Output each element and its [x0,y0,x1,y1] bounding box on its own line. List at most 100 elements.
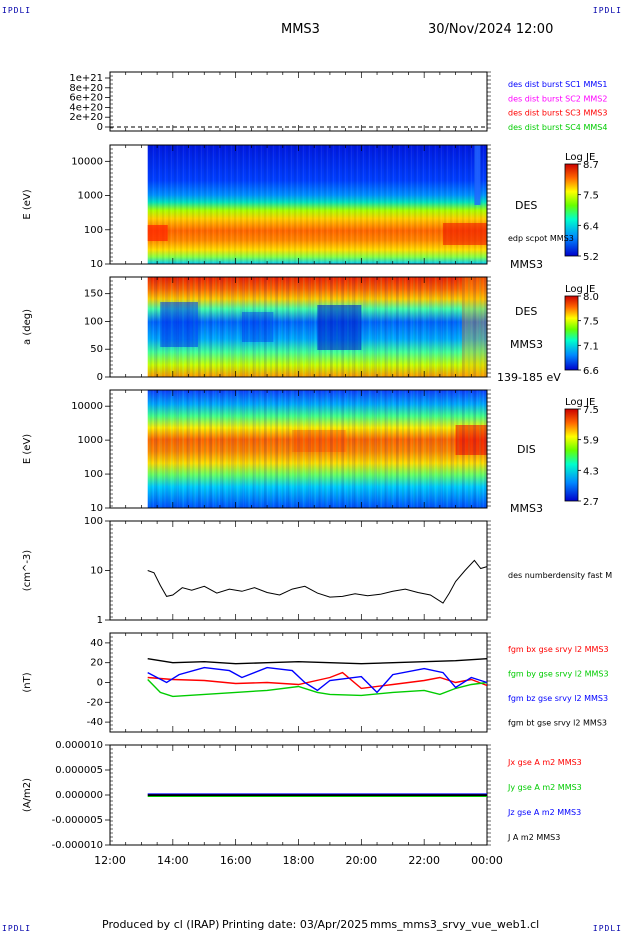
y-tick-label: 0 [97,122,103,133]
x-tick-label: 12:00 [94,854,126,867]
y-tick-label: 1 [97,615,103,626]
footer-producer: Produced by cl (IRAP) [102,918,220,931]
y-tick-label: 1e+21 [69,73,103,84]
spectrogram-feature [474,145,481,205]
corner-label-bottom-right: IPDLI [592,924,622,933]
legend-entry: des dist burst SC1 MMS1 [508,80,607,89]
datetime-title: 30/Nov/2024 12:00 [428,22,554,37]
x-tick-label: 14:00 [157,854,189,867]
fgm-series-line [147,666,488,694]
y-tick-label: 100 [84,316,103,327]
y-axis-label-6: (A/m2) [22,778,33,812]
legend-entry: des dist burst SC4 MMS4 [508,123,607,132]
panel-label-dis: DIS [517,443,536,456]
y-axis-label-3: E (eV) [22,434,33,464]
y-tick-label: 6e+20 [69,93,103,104]
y-tick-label: 10000 [71,156,103,167]
corner-label-top-right: IPDLI [592,6,622,15]
panel-label-mms3: MMS3 [510,258,543,271]
y-tick-label: 10 [90,566,103,577]
y-tick-label: 0.000000 [55,790,103,801]
colorbar-title: Log JE [565,284,595,295]
y-tick-label: 100 [84,225,103,236]
colorbar-1 [564,163,579,257]
y-tick-label: 100 [84,469,103,480]
fgm-series-line [147,679,488,698]
colorbar-tick-label: 7.1 [583,341,599,352]
spectrogram-texture [147,390,487,508]
legend-entry: fgm by gse srvy l2 MMS3 [508,670,609,679]
y-tick-label: -20 [87,697,103,708]
panel-label-energy-range: 139-185 eV [497,371,561,384]
footer-filename: mms_mms3_srvy_vue_web1.cl [370,918,540,931]
y-tick-label: -0.000005 [52,815,103,826]
x-tick-label: 22:00 [408,854,440,867]
spacecraft-title: MMS3 [281,22,320,37]
y-tick-label: 1000 [78,435,103,446]
legend-entry: Jy gse A m2 MMS3 [507,783,582,792]
y-tick-label: 40 [90,638,103,649]
x-tick-label: 18:00 [283,854,315,867]
y-tick-label: 1000 [78,191,103,202]
x-tick-label: 00:00 [471,854,503,867]
colorbar-tick-label: 6.6 [583,366,599,377]
legend-entry: fgm bt gse srvy l2 MMS3 [508,719,607,728]
y-tick-label: 0.000010 [55,740,103,751]
colorbar-tick-label: 7.5 [583,191,599,202]
y-tick-label: 8e+20 [69,83,103,94]
colorbar-tick-label: 2.7 [583,497,599,508]
y-tick-label: 10000 [71,401,103,412]
footer-printing-date: Printing date: 03/Apr/2025 [222,918,369,931]
panel-label-scpot: edp scpot MMS3 [508,234,574,243]
y-tick-label: 0 [97,372,103,383]
y-tick-label: -0.000010 [52,840,103,851]
x-tick-label: 16:00 [220,854,252,867]
legend-entry: des dist burst SC3 MMS3 [508,109,607,118]
colorbar-tick-label: 4.3 [583,466,599,477]
y-tick-label: -40 [87,717,103,728]
y-tick-label: 50 [90,344,103,355]
panel-label-mms3: MMS3 [510,338,543,351]
colorbar-tick-label: 8.7 [583,160,599,171]
x-tick-label: 20:00 [345,854,377,867]
y-axis-label-5: (nT) [22,672,33,692]
colorbar-tick-label: 5.9 [583,436,599,447]
spectrogram-feature [443,223,487,245]
legend-entry: fgm bz gse srvy l2 MMS3 [508,694,608,703]
colorbar-tick-label: 7.5 [583,405,599,416]
legend-entry: Jx gse A m2 MMS3 [507,758,582,767]
y-tick-label: 4e+20 [69,102,103,113]
y-tick-label: 10 [90,503,103,514]
spectrogram-texture [147,145,487,264]
spectrogram-feature [147,225,168,241]
legend-entry: des dist burst SC2 MMS2 [508,94,607,103]
colorbar-3 [564,408,579,502]
y-axis-label-2: a (deg) [22,309,33,345]
fgm-series-line [147,658,488,665]
y-tick-label: 150 [84,289,103,300]
y-tick-label: 10 [90,259,103,270]
colorbar-title: Log JE [565,397,595,408]
colorbar-2 [564,295,579,371]
panel-label-des: DES [515,199,537,212]
legend-entry: Jz gse A m2 MMS3 [507,808,581,817]
fgm-series-line [147,671,488,690]
y-tick-label: 100 [84,516,103,527]
y-tick-label: 0 [97,678,103,689]
legend-entry: fgm bx gse srvy l2 MMS3 [508,645,609,654]
corner-label-bottom-left: IPDLI [2,924,32,933]
y-axis-label-4: (cm^-3) [22,550,33,591]
corner-label-top-left: IPDLI [2,6,32,15]
colorbar-tick-label: 7.5 [583,317,599,328]
colorbar-tick-label: 6.4 [583,221,599,232]
legend-entry: des numberdensity fast M [508,571,612,580]
colorbar-tick-label: 8.0 [583,292,599,303]
legend-entry: J A m2 MMS3 [507,833,560,842]
y-tick-label: 20 [90,658,103,669]
y-tick-label: 2e+20 [69,112,103,123]
panel-frame-0 [109,71,488,132]
colorbar-title: Log JE [565,152,595,163]
density-series-line [147,559,488,604]
